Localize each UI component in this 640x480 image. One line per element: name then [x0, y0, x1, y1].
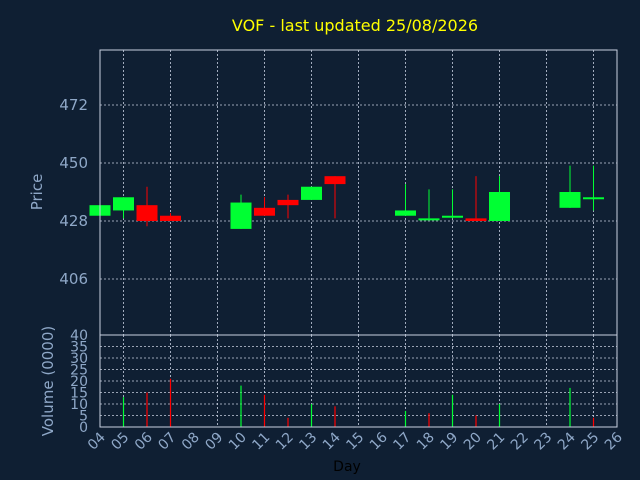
volume-panel-frame [99, 334, 618, 428]
candle-body-11 [254, 207, 275, 216]
day-tick-24: 24 [555, 429, 579, 453]
day-tick-21: 21 [484, 430, 508, 454]
volume-axis-label: Volume (0000) [39, 326, 57, 436]
day-tick-16: 16 [367, 429, 391, 453]
price-tick-labels: 472 450 428 406 [59, 96, 88, 288]
day-tick-04: 04 [85, 429, 109, 453]
candle-body-12 [277, 199, 299, 206]
price-tick-406: 406 [59, 270, 88, 288]
price-axis-label: Price [28, 174, 46, 211]
candle-body-18 [418, 218, 440, 221]
volume-tick-30: 30 [70, 351, 88, 367]
candles [89, 165, 604, 229]
day-tick-18: 18 [414, 430, 438, 454]
day-tick-17: 17 [390, 430, 414, 454]
candle-body-05 [113, 197, 134, 211]
volume-tick-10: 10 [70, 397, 88, 413]
candle-body-21 [489, 192, 510, 221]
candle-body-19 [442, 215, 463, 218]
volume-tick-40: 40 [70, 328, 88, 344]
day-tick-15: 15 [343, 430, 367, 454]
day-tick-19: 19 [437, 430, 461, 454]
day-tick-13: 13 [296, 430, 320, 454]
volume-tick-25: 25 [70, 363, 88, 379]
candle-body-17 [395, 210, 416, 216]
day-tick-09: 09 [202, 430, 226, 454]
price-tick-472: 472 [59, 96, 88, 114]
price-tick-428: 428 [59, 212, 88, 230]
day-axis-label: Day [333, 459, 361, 475]
price-gridlines [100, 50, 617, 335]
price-tick-450: 450 [59, 154, 88, 172]
candle-body-06 [136, 205, 158, 221]
candle-body-07 [160, 215, 181, 221]
chart-title: VOF - last updated 25/08/2026 [232, 16, 478, 35]
day-tick-20: 20 [461, 430, 485, 454]
volume-tick-35: 35 [70, 340, 88, 356]
day-tick-26: 26 [602, 429, 626, 453]
volume-tick-5: 5 [79, 409, 88, 425]
volume-tick-20: 20 [70, 374, 88, 390]
day-tick-11: 11 [249, 430, 273, 454]
day-tick-12: 12 [273, 430, 297, 454]
day-tick-08: 08 [179, 430, 203, 454]
volume-bars [122, 378, 595, 427]
day-tick-07: 07 [155, 430, 179, 454]
volume-gridlines [100, 335, 617, 427]
day-tick-10: 10 [226, 430, 250, 454]
candle-body-10 [230, 202, 252, 229]
candle-body-20 [465, 218, 487, 221]
candle-body-13 [301, 186, 322, 200]
volume-tick-0: 0 [79, 420, 88, 436]
candle-body-14 [324, 176, 346, 185]
day-tick-06: 06 [132, 429, 156, 453]
day-tick-23: 23 [531, 430, 555, 454]
day-tick-25: 25 [578, 430, 602, 454]
candle-body-24 [559, 192, 581, 208]
candle-body-25 [583, 197, 604, 200]
day-tick-14: 14 [320, 429, 344, 453]
volume-tick-15: 15 [70, 386, 88, 402]
price-panel-frame [99, 49, 618, 336]
day-tick-labels: 04 05 06 07 08 09 10 11 12 13 14 15 16 17 18 19 20 21 22 23… [85, 429, 626, 453]
day-tick-05: 05 [108, 430, 132, 454]
day-tick-22: 22 [508, 430, 532, 454]
